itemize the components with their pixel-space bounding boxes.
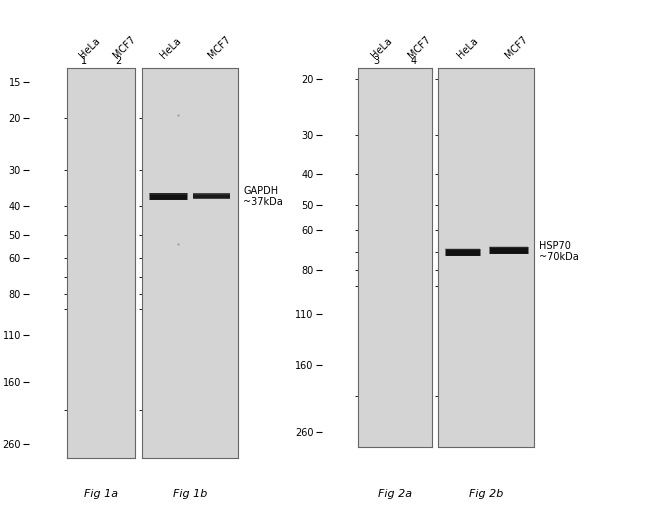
Text: MCF7: MCF7	[406, 34, 433, 60]
Text: Fig 1a: Fig 1a	[84, 489, 118, 500]
Text: 4: 4	[411, 56, 417, 66]
Text: Fig 1b: Fig 1b	[173, 489, 207, 500]
Text: MCF7: MCF7	[207, 34, 233, 60]
Text: 2: 2	[115, 56, 122, 66]
Text: HeLa: HeLa	[159, 35, 183, 60]
Text: 1: 1	[81, 56, 87, 66]
Text: Fig 2b: Fig 2b	[469, 489, 503, 500]
Text: MCF7: MCF7	[503, 34, 530, 60]
Text: HeLa: HeLa	[455, 35, 480, 60]
Text: HeLa: HeLa	[369, 35, 394, 60]
Text: MCF7: MCF7	[111, 34, 137, 60]
Text: Fig 2a: Fig 2a	[378, 489, 412, 500]
Text: GAPDH
~37kDa: GAPDH ~37kDa	[243, 186, 283, 207]
Text: HSP70
~70kDa: HSP70 ~70kDa	[540, 241, 579, 262]
Text: 3: 3	[373, 56, 379, 66]
Text: HeLa: HeLa	[77, 35, 101, 60]
